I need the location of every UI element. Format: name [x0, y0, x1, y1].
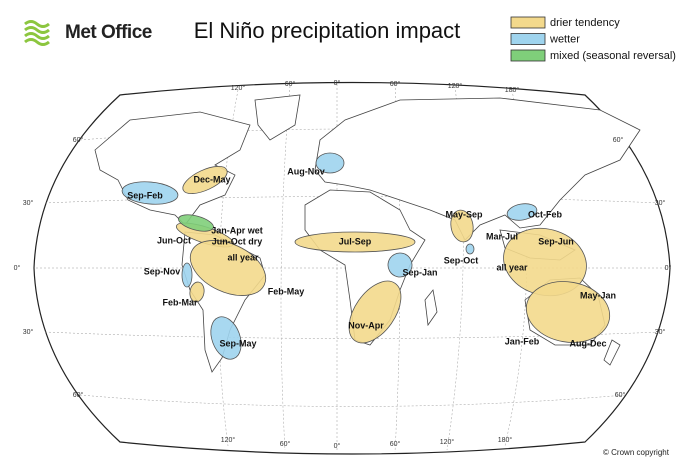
impact-region	[348, 280, 402, 344]
region-label: Dec-May	[193, 174, 230, 184]
coordinate-label: 60°	[613, 136, 624, 144]
impact-region	[178, 214, 214, 232]
region-label: Sep-Jan	[402, 267, 437, 277]
region-label: May-Sep	[445, 209, 483, 219]
title: El Niño precipitation impact	[194, 18, 461, 43]
region-label: Sep-Jun	[538, 236, 574, 246]
coordinate-labels: 120° 60° 0° 60° 120° 180° 120° 60° 0° 60° 120° 180°…	[14, 79, 672, 450]
impact-region	[121, 181, 179, 205]
region-label: Nov-Apr	[348, 320, 384, 330]
region-label: Aug-Dec	[569, 338, 606, 348]
logo: Met Office	[24, 20, 152, 46]
coordinate-label: 0°	[14, 264, 21, 272]
coordinate-label: 0°	[334, 442, 341, 450]
greenland	[254, 94, 301, 141]
coordinate-label: 30°	[23, 328, 34, 336]
coordinate-label: 120°	[440, 438, 455, 446]
copyright: © Crown copyright	[603, 448, 670, 457]
coordinate-label: 60°	[390, 80, 401, 88]
region-label: Jan-Apr wet	[211, 225, 263, 235]
impact-region	[525, 281, 611, 343]
impact-region	[315, 152, 345, 174]
coordinate-label: 30°	[23, 199, 34, 207]
region-label: Sep-May	[219, 338, 256, 348]
legend-label: mixed (seasonal reversal)	[550, 50, 676, 62]
madagascar	[424, 289, 438, 327]
coordinate-label: 0°	[665, 264, 672, 272]
impact-region	[189, 281, 205, 303]
logo-text: Met Office	[65, 22, 152, 43]
impact-region	[506, 203, 538, 221]
region-label: Jul-Sep	[339, 236, 372, 246]
legend-label: drier tendency	[550, 17, 620, 29]
coordinate-label: 60°	[615, 391, 626, 399]
impact-region	[182, 165, 228, 195]
region-label: Oct-Feb	[528, 209, 563, 219]
logo-waves	[24, 20, 50, 46]
coordinate-label: 60°	[285, 80, 296, 88]
region-label: May-Jan	[580, 290, 616, 300]
impact-region	[210, 316, 242, 360]
impact-region	[189, 240, 267, 296]
legend: drier tendency wetter mixed (seasonal reve…	[510, 16, 676, 62]
region-label: Jun-Oct dry	[212, 236, 263, 246]
impact-region	[387, 252, 413, 278]
legend-label: wetter	[549, 33, 580, 45]
region-label: Jun-Oct	[157, 235, 191, 245]
coordinate-label: 120°	[448, 82, 463, 90]
coordinate-label: 120°	[231, 84, 246, 92]
region-label: Sep-Oct	[444, 255, 479, 265]
region-label: all year	[496, 262, 528, 272]
region-label: Feb-May	[268, 286, 305, 296]
impact-region	[465, 243, 475, 255]
coordinate-label: 30°	[655, 199, 666, 207]
region-label: Aug-Nov	[287, 166, 325, 176]
coordinate-label: 60°	[73, 391, 84, 399]
coordinate-label: 60°	[390, 440, 401, 448]
new-zealand	[603, 339, 621, 366]
coordinate-label: 120°	[221, 436, 236, 444]
region-label: all year	[227, 252, 259, 262]
coordinate-label: 0°	[334, 79, 341, 87]
legend-swatch	[510, 33, 546, 45]
coordinate-label: 60°	[73, 136, 84, 144]
legend-swatch	[510, 49, 546, 62]
region-label: Jan-Feb	[505, 336, 540, 346]
coordinate-label: 180°	[498, 436, 513, 444]
impact-region	[181, 262, 193, 288]
impact-region	[294, 231, 416, 253]
region-label: Sep-Feb	[127, 190, 163, 200]
coordinate-label: 60°	[280, 440, 291, 448]
coordinate-label: 180°	[505, 86, 520, 94]
coordinate-label: 30°	[655, 328, 666, 336]
impact-region	[450, 209, 474, 243]
region-label: Sep-Nov	[144, 266, 181, 276]
region-label: Mar-Jul	[486, 231, 518, 241]
region-label: Feb-Mar	[162, 297, 198, 307]
impact-regions	[121, 152, 611, 360]
eurasia	[314, 97, 641, 241]
legend-swatch	[510, 16, 546, 29]
